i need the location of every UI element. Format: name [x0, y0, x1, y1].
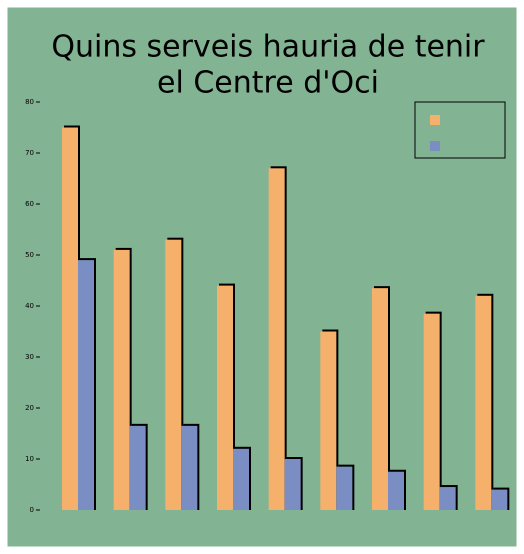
bar	[217, 286, 233, 510]
bar	[491, 490, 507, 510]
y-tick-label: 10	[25, 455, 34, 463]
legend-swatch	[430, 141, 440, 151]
chart-title: el Centre d'Oci	[157, 66, 379, 101]
bar	[78, 260, 94, 510]
y-tick-label: 70	[25, 149, 34, 157]
legend-swatch	[430, 115, 440, 125]
bar	[424, 314, 440, 510]
y-tick-label: 60	[25, 200, 34, 208]
y-tick-label: 50	[25, 251, 34, 259]
bar	[62, 128, 78, 511]
bar	[475, 296, 491, 510]
y-tick-label: 40	[25, 302, 34, 310]
bar	[336, 467, 352, 510]
bar	[233, 449, 249, 510]
bar	[114, 250, 130, 510]
bar	[388, 472, 404, 510]
bar	[269, 168, 285, 510]
bar	[440, 487, 456, 510]
chart: Quins serveis hauria de tenir el Centre …	[0, 0, 524, 554]
bar	[130, 426, 146, 510]
y-tick-label: 20	[25, 404, 34, 412]
chart-title: Quins serveis hauria de tenir	[51, 30, 485, 65]
bar	[285, 459, 301, 510]
legend-box	[415, 102, 505, 158]
bar	[320, 332, 336, 511]
legend	[415, 102, 505, 158]
bar	[372, 288, 388, 510]
y-tick-label: 0	[30, 506, 34, 514]
y-tick-label: 80	[25, 98, 34, 106]
bar	[165, 240, 181, 510]
bar	[181, 426, 197, 510]
y-tick-label: 30	[25, 353, 34, 361]
